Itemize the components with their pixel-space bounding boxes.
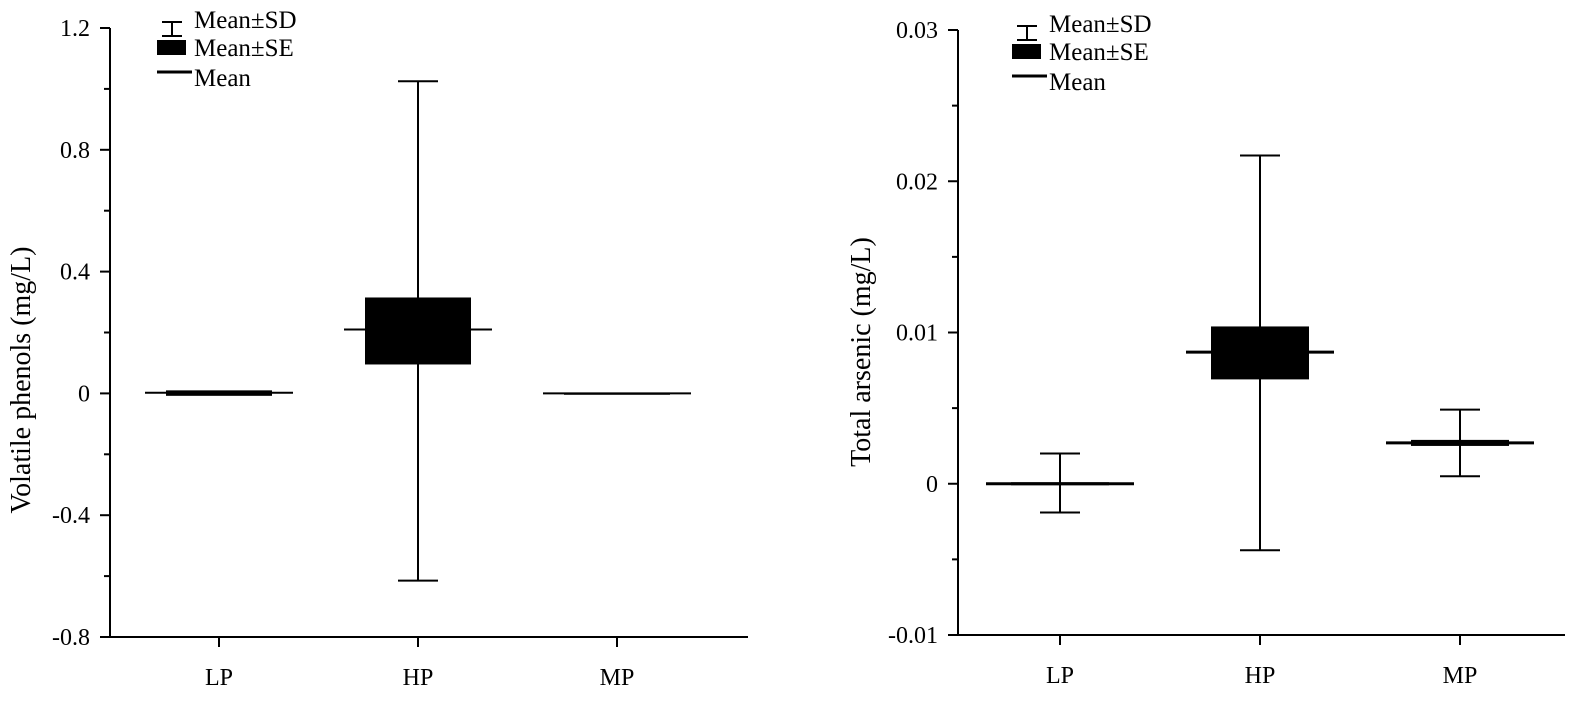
box-mp xyxy=(1386,408,1534,478)
x-tick-label: MP xyxy=(600,665,635,691)
box-hp xyxy=(1186,154,1334,552)
panel-volatile-phenols: -0.8 -0.4 0 0.4 0.8 1.2 LP HP MP Volatile phenols… xyxy=(6,7,748,691)
x-tick-label: MP xyxy=(1443,663,1478,689)
y-tick-label: 0.4 xyxy=(60,260,90,286)
x-tick-label: LP xyxy=(1046,663,1074,689)
y-tick-label: 0.01 xyxy=(896,321,938,347)
y-tick-label: 0.03 xyxy=(896,18,938,44)
legend-se-label: Mean±SE xyxy=(194,35,294,62)
legend-sd-label: Mean±SD xyxy=(194,7,297,34)
y-axis-title: Volatile phenols (mg/L) xyxy=(6,247,37,514)
y-tick-label: 1.2 xyxy=(60,16,90,42)
y-tick-label: 0 xyxy=(926,472,938,498)
box-lp xyxy=(986,452,1134,514)
y-tick-label: 0.02 xyxy=(896,169,938,195)
y-axis-title: Total arsenic (mg/L) xyxy=(846,237,877,467)
y-tick-label: -0.4 xyxy=(52,503,90,529)
y-tick-label: 0 xyxy=(78,381,90,407)
se-box xyxy=(365,297,471,365)
box-lp xyxy=(145,390,293,396)
legend-se-swatch xyxy=(1012,44,1041,59)
x-tick-label: HP xyxy=(1245,663,1276,689)
legend-se-label: Mean±SE xyxy=(1049,39,1149,66)
x-tick-label: LP xyxy=(205,665,233,691)
y-tick-label: -0.8 xyxy=(52,625,90,651)
box-hp xyxy=(344,80,492,582)
y-tick-label: -0.01 xyxy=(888,623,938,649)
legend-mean-label: Mean xyxy=(194,65,251,92)
x-tick-label: HP xyxy=(403,665,434,691)
y-tick-label: 0.8 xyxy=(60,138,90,164)
legend-se-swatch xyxy=(157,40,186,55)
legend-mean-label: Mean xyxy=(1049,69,1106,96)
legend-sd-label: Mean±SD xyxy=(1049,11,1152,38)
panel-total-arsenic: -0.01 0 0.01 0.02 0.03 LP HP MP Total arsenic (m… xyxy=(846,11,1565,689)
box-mp xyxy=(543,392,691,395)
